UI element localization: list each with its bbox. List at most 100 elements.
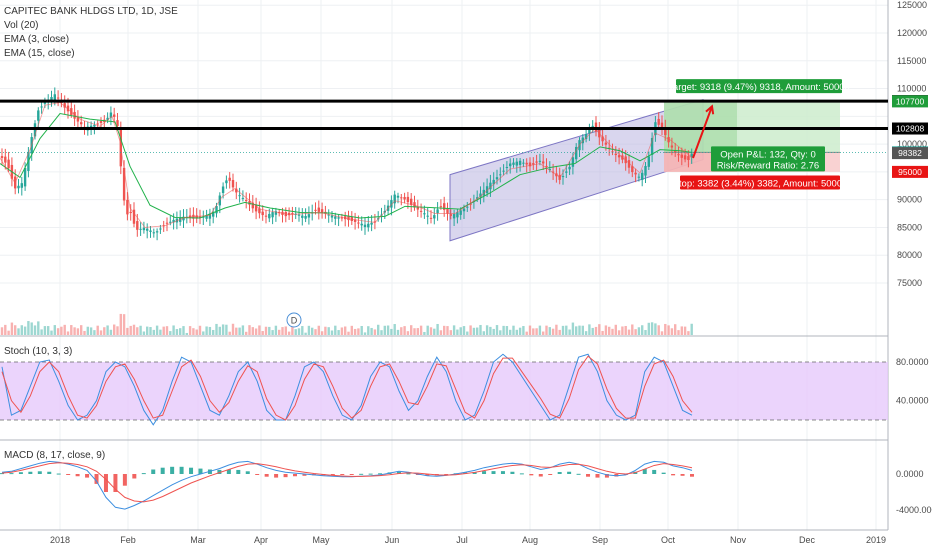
long-position-tool[interactable] [664,101,840,172]
indicator-ema-slow[interactable]: EMA (15, close) [4,48,75,59]
time-tick-label: Oct [661,535,676,545]
candle-body [522,162,525,164]
macd-title[interactable]: MACD (8, 17, close, 9) [4,450,106,461]
price-axis[interactable]: 125000 120000 115000 110000 100000 90000 85000… [897,0,927,288]
macd-histogram-bar [500,471,505,474]
candle-body [327,214,330,216]
volume-bar [109,329,113,335]
volume-bar [690,323,693,335]
symbol-title[interactable]: CAPITEC BANK HLDGS LTD, 1D, JSE [4,6,178,17]
volume-bar [370,327,373,335]
volume-bar [248,325,251,335]
volume-bar [449,330,452,335]
candle-body [314,209,317,211]
macd-histogram-bar [557,472,562,474]
indicator-vol[interactable]: Vol (20) [4,20,39,31]
volume-bar [591,327,594,335]
candle-body [515,161,518,166]
macd-histogram-bar [529,474,534,476]
macd-pane[interactable]: 0.0000 -4000.0000 [0,460,932,515]
volume-bar [60,326,63,335]
candle-body [347,215,350,221]
candle-body [429,217,433,219]
candle-body [7,159,10,169]
time-axis[interactable]: 2018 Feb Mar Apr May Jun Jul Aug Sep Oct Nov Dec 201… [50,535,886,545]
candle-body [142,227,146,231]
candle-body [509,163,512,167]
macd-histogram-bar [510,471,515,474]
candle-body [588,128,591,134]
candle-body [146,228,149,231]
volume-bar [542,331,545,335]
candle-body [419,210,423,212]
pnl-label-text: Risk/Reward Ratio: 2.76 [717,160,819,171]
volume-bar [311,327,314,335]
candle-body [317,207,320,212]
candle-body [172,219,175,223]
candle-body [426,215,429,217]
volume-bar [27,321,30,335]
volume-bar [238,327,241,335]
volume-bar [608,326,611,335]
macd-histogram-bar [0,473,4,475]
volume-bar [63,324,66,335]
macd-histogram-bar [226,469,231,474]
time-tick-label: 2018 [50,535,70,545]
candle-body [330,215,334,218]
volume-bar [228,331,231,335]
candle-body [132,209,136,224]
stop-label-bg [680,175,840,190]
time-tick-label: Sep [592,535,608,545]
price-tag-label: 98382 [898,148,922,158]
candle-body [476,197,479,199]
candle-body [631,166,634,173]
candle-body [245,200,248,202]
volume-bar [291,325,294,335]
candle-body [304,216,307,219]
price-tag-bg [892,95,928,108]
volume-bar [509,329,512,335]
volume-bar [314,329,317,335]
profit-zone-elapsed [664,101,737,153]
candle-body [502,170,505,172]
candle-body [165,222,169,224]
position-labels: Target: 9318 (9.47%) 9318, Amount: 50000… [286,79,850,328]
candle-body [518,160,522,165]
volume-bar [221,324,225,335]
stop-label: Stop: 3382 (3.44%) 3382, Amount: 50000 [673,175,847,190]
volume-bar [674,324,677,335]
volume-bar [287,331,291,335]
stoch-pane[interactable]: 80.0000 40.0000 [0,353,929,426]
candle-body [687,156,690,161]
stoch-title[interactable]: Stoch (10, 3, 3) [4,346,73,357]
volume-bar [459,327,462,335]
volume-bar [80,325,83,335]
candle-body [439,206,443,208]
target-label-bg [676,79,842,94]
volume-bar [664,323,667,335]
time-tick-label: Dec [799,535,816,545]
volume-bar [268,326,271,335]
macd-histogram-bar [94,474,99,484]
volume-bar [304,332,307,335]
pnl-label-text: Open P&L: 132, Qty: 0 [720,149,816,160]
volume-bar [624,325,627,335]
macd-histogram-bar [132,474,137,479]
candle-body [287,212,291,216]
volume-bar [429,327,433,335]
candle-body [683,155,687,160]
candle-body [670,145,674,148]
indicator-ema-fast[interactable]: EMA (3, close) [4,34,70,45]
volume-bar [188,326,192,335]
volume-bar [146,326,149,335]
macd-histogram-bar [293,474,298,477]
horizontal-levels[interactable] [0,99,888,153]
candle-body [485,186,489,194]
volume-bar [215,323,218,335]
volume-bar [396,329,400,335]
macd-histogram-bar [378,473,383,475]
volume-bar [469,325,472,335]
candle-body [73,111,76,119]
projection-arrow[interactable] [692,104,715,159]
